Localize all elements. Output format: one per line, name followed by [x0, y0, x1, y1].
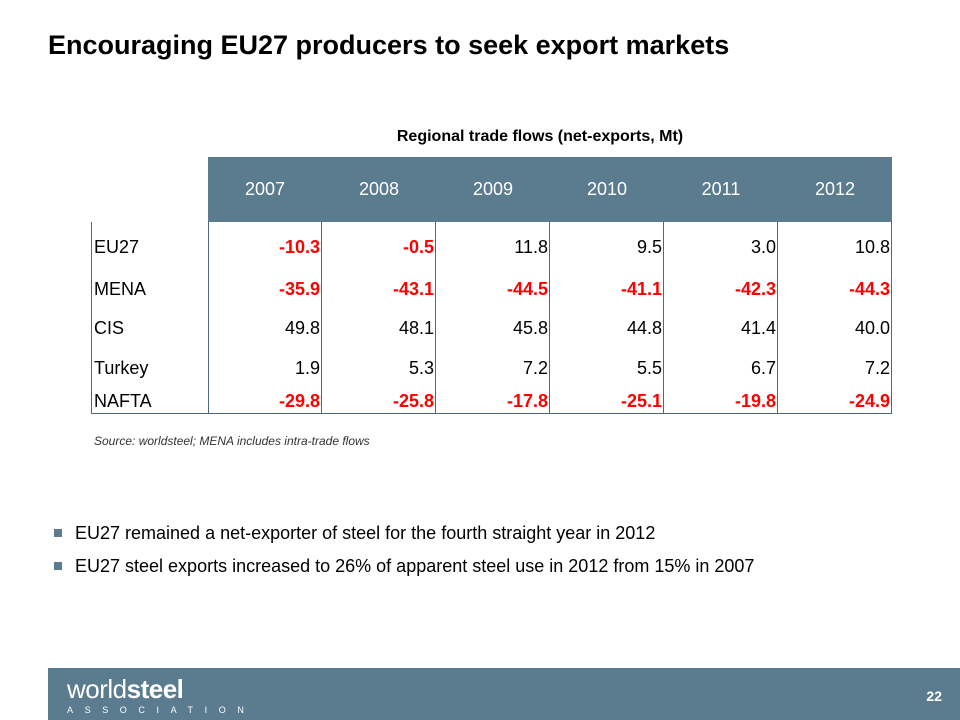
table-cell: -44.5 [506, 279, 548, 299]
table-divider [321, 222, 322, 414]
year-header: 2008 [358, 179, 400, 199]
table-cell: 7.2 [522, 358, 548, 378]
table-cell: 5.5 [636, 358, 662, 378]
slide-title: Encouraging EU27 producers to seek expor… [48, 30, 730, 60]
table-cell: 49.8 [284, 318, 320, 338]
region-label: CIS [94, 318, 125, 338]
year-header: 2010 [586, 179, 628, 199]
bullet-item: EU27 remained a net-exporter of steel fo… [52, 518, 872, 549]
square-bullet-icon [54, 529, 62, 537]
table-cell: 11.8 [514, 237, 548, 257]
table-cell: 3.0 [750, 237, 776, 257]
table-caption: Regional trade flows (net-exports, Mt) [396, 128, 684, 145]
table-cell: 40.0 [854, 318, 890, 338]
table-cell: -43.1 [392, 279, 434, 299]
table-cell: -35.9 [278, 279, 320, 299]
table-divider [777, 222, 778, 414]
table-cell: 9.5 [636, 237, 662, 257]
table-divider [663, 222, 664, 414]
worldsteel-logo: worldsteel ASSOCIATION [67, 676, 255, 716]
table-row: MENA -35.9 -43.1 -44.5 -41.1 -42.3 -44.3 [91, 274, 892, 304]
year-header: 2012 [814, 179, 856, 199]
year-header: 2011 [701, 179, 741, 199]
table-border [91, 222, 92, 414]
source-note: Source: worldsteel; MENA includes intra-… [94, 434, 370, 448]
table-cell: 6.7 [750, 358, 776, 378]
region-label: Turkey [94, 358, 149, 378]
table-divider [208, 222, 209, 414]
table-row: EU27 -10.3 -0.5 11.8 9.5 3.0 10.8 [91, 232, 892, 262]
page-number: 22 [926, 688, 942, 704]
table-row: Turkey 1.9 5.3 7.2 5.5 6.7 7.2 [91, 353, 892, 383]
table-cell: 45.8 [512, 318, 548, 338]
table-cell: -25.1 [620, 391, 662, 411]
table-cell: 10.8 [854, 237, 890, 257]
table-header: 2007 2008 2009 2010 2011 2012 [208, 157, 892, 222]
bullet-text: EU27 remained a net-exporter of steel fo… [75, 523, 656, 543]
table-cell: 5.3 [408, 358, 434, 378]
square-bullet-icon [54, 562, 62, 570]
region-label: MENA [94, 279, 147, 299]
table-cell: -42.3 [734, 279, 776, 299]
table-cell: -29.8 [278, 391, 320, 411]
table-divider [549, 222, 550, 414]
year-header: 2007 [244, 179, 286, 199]
year-header: 2009 [472, 179, 514, 199]
footer-bar: worldsteel ASSOCIATION 22 [48, 668, 960, 720]
table-cell: -24.9 [848, 391, 890, 411]
table-cell: 41.4 [740, 318, 776, 338]
table-cell: -19.8 [734, 391, 776, 411]
bullet-list: EU27 remained a net-exporter of steel fo… [52, 518, 872, 582]
logo-wordmark-light: world [67, 674, 127, 704]
table-row: CIS 49.8 48.1 45.8 44.8 41.4 40.0 [91, 313, 892, 343]
region-label: EU27 [94, 237, 140, 257]
table-cell: -41.1 [620, 279, 662, 299]
table-cell: -0.5 [402, 237, 434, 257]
logo-subtitle: ASSOCIATION [67, 705, 256, 715]
logo-wordmark-bold: steel [126, 674, 184, 704]
table-bottom-border [91, 413, 892, 414]
table-cell: -44.3 [848, 279, 890, 299]
table-cell: -10.3 [278, 237, 320, 257]
table-divider [435, 222, 436, 414]
bullet-text: EU27 steel exports increased to 26% of a… [75, 556, 755, 576]
table-cell: 44.8 [626, 318, 662, 338]
table-border [891, 222, 892, 414]
table-row: NAFTA -29.8 -25.8 -17.8 -25.1 -19.8 -24.… [91, 386, 892, 416]
region-label: NAFTA [94, 391, 152, 411]
table-cell: 7.2 [864, 358, 890, 378]
bullet-item: EU27 steel exports increased to 26% of a… [52, 551, 872, 582]
table-cell: 48.1 [398, 318, 434, 338]
table-cell: -17.8 [506, 391, 548, 411]
table-cell: 1.9 [294, 358, 320, 378]
table-cell: -25.8 [392, 391, 434, 411]
